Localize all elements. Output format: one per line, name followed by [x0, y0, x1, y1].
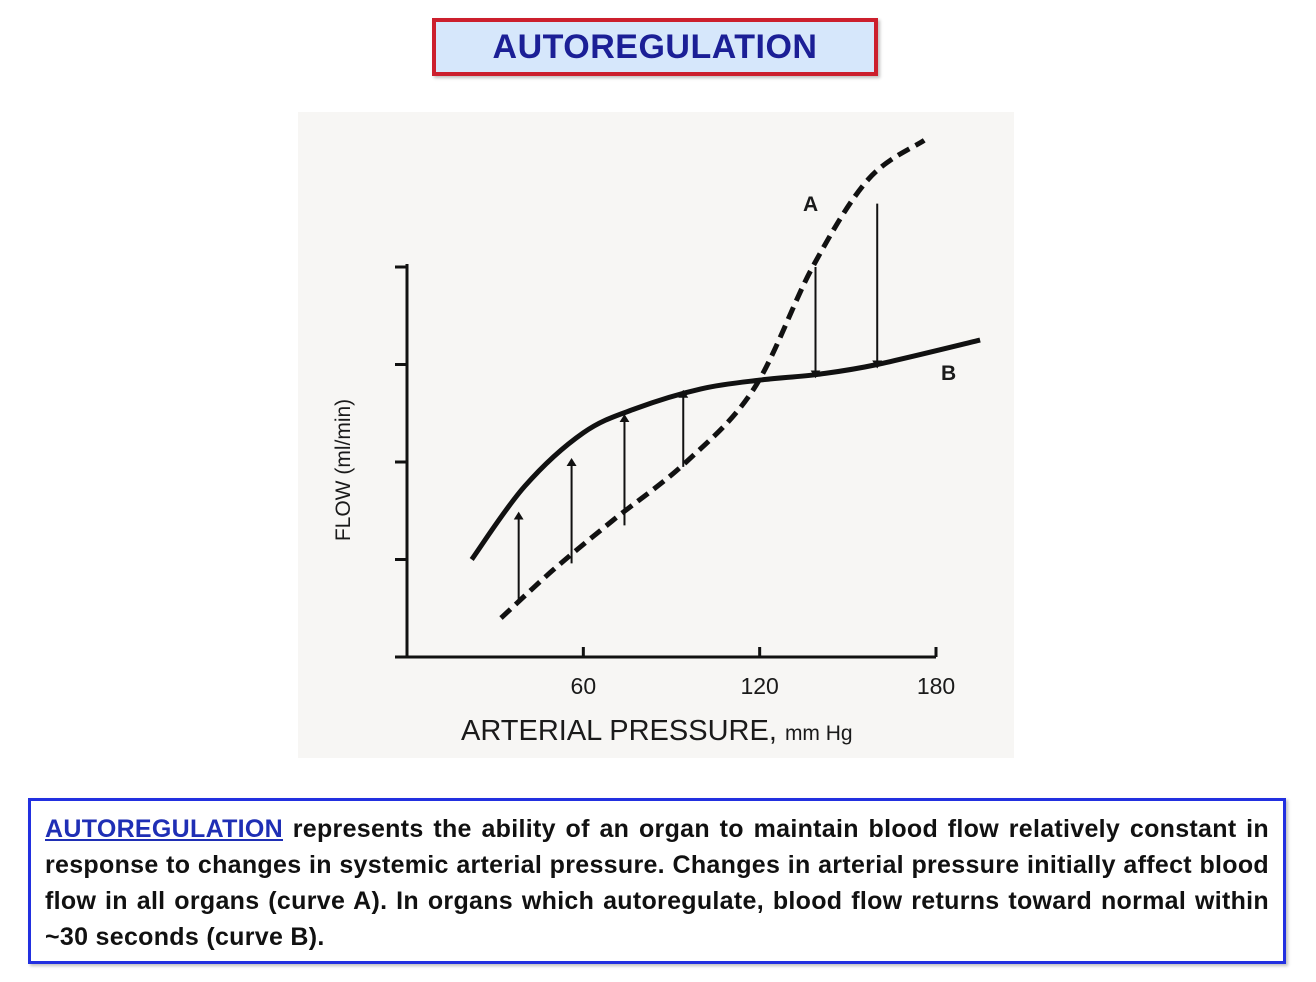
x-tick-label: 120 [740, 673, 778, 699]
chart-canvas: 60 120 180 AB ARTERIAL PRESSURE, mm Hg FLO… [332, 138, 981, 747]
curve-label-b: B [941, 362, 956, 385]
caption-term-link[interactable]: AUTOREGULATION [45, 815, 283, 843]
x-axis-label: ARTERIAL PRESSURE, mm Hg [461, 715, 853, 747]
caption-paragraph: AUTOREGULATION represents the ability of… [45, 811, 1269, 955]
axes [395, 264, 936, 659]
caption-box: AUTOREGULATION represents the ability of… [28, 798, 1286, 964]
page-title: AUTOREGULATION [492, 27, 818, 66]
series-labels: AB [803, 193, 956, 385]
curve-b [469, 337, 981, 561]
caption-body: represents the ability of an organ to ma… [45, 815, 1269, 951]
title-box: AUTOREGULATION [432, 18, 878, 76]
curve-a [499, 138, 926, 620]
x-tick-label: 180 [917, 673, 955, 699]
x-axis-label-unit: mm Hg [785, 722, 853, 745]
chart-series [469, 138, 981, 620]
axis-ticks: 60 120 180 [395, 265, 955, 699]
curve-label-a: A [803, 193, 818, 216]
chart-arrows [513, 203, 883, 604]
x-axis-label-main: ARTERIAL PRESSURE, [461, 715, 777, 747]
x-tick-label: 60 [571, 673, 597, 699]
y-axis-label: FLOW (ml/min) [332, 399, 355, 541]
